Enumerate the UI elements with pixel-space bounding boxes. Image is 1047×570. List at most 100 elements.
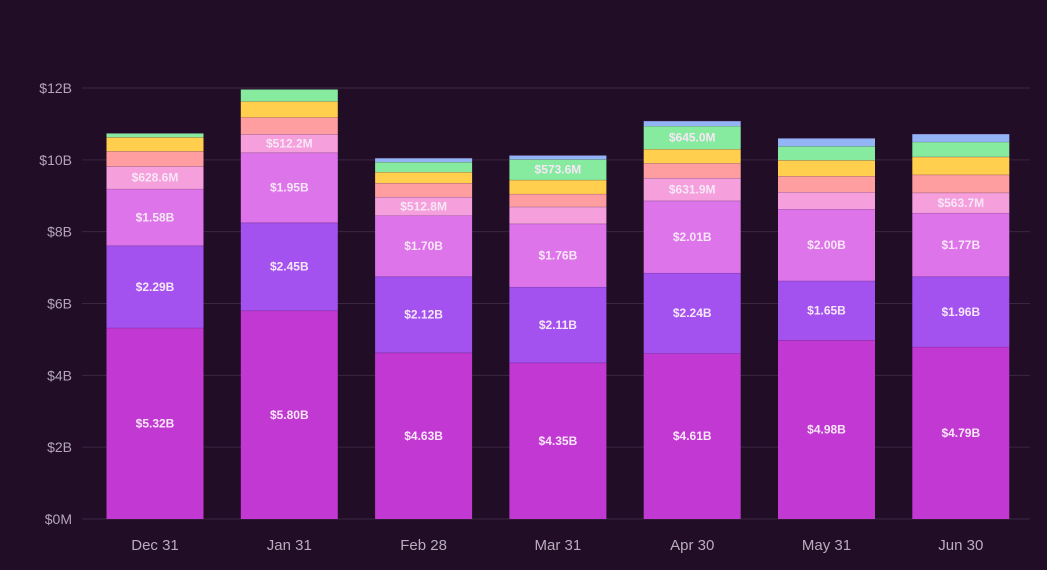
data-label: $563.7M [937, 196, 984, 210]
bar-segment[interactable] [509, 223, 607, 287]
data-label: $512.2M [266, 136, 313, 150]
bar-segment[interactable] [643, 272, 741, 354]
data-label: $2.11B [539, 318, 577, 332]
bar-segment[interactable] [778, 138, 875, 147]
bar-segment[interactable] [106, 327, 204, 519]
bar-segment[interactable] [778, 160, 875, 177]
bar-segment[interactable] [643, 178, 741, 201]
data-label: $4.61B [673, 429, 712, 443]
x-tick-label: May 31 [802, 537, 851, 554]
bar-segment[interactable] [240, 152, 338, 223]
bar-segment[interactable] [912, 156, 1010, 175]
bar-segment[interactable] [375, 172, 473, 184]
x-tick-label: Feb 28 [400, 537, 447, 554]
bar-segment[interactable] [643, 200, 741, 273]
bar-segment[interactable] [509, 155, 607, 160]
bar-segment[interactable] [778, 209, 875, 281]
bar-segment[interactable] [643, 149, 741, 164]
bar-segment[interactable] [643, 120, 741, 127]
bar-segment[interactable] [778, 280, 875, 341]
data-label: $1.76B [539, 248, 578, 262]
y-tick-label: $0M [45, 511, 72, 527]
data-label: $1.65B [807, 304, 846, 318]
data-label: $4.98B [807, 423, 846, 437]
bar-segment[interactable] [509, 362, 607, 519]
data-label: $5.80B [270, 408, 309, 422]
data-label: $1.58B [136, 210, 175, 224]
data-label: $1.70B [404, 239, 443, 253]
bar-segment[interactable] [509, 159, 607, 180]
bar-segment[interactable] [240, 310, 338, 519]
bar-segment[interactable] [912, 212, 1010, 277]
bar-segment[interactable] [643, 126, 741, 150]
bar-segment[interactable] [778, 192, 875, 210]
bar-segment[interactable] [912, 276, 1010, 347]
y-tick-label: $2B [47, 439, 72, 455]
y-tick-label: $10B [39, 152, 72, 168]
data-label: $2.45B [270, 260, 309, 274]
data-label: $5.32B [136, 416, 175, 430]
data-label: $2.12B [404, 308, 443, 322]
bar-segment[interactable] [509, 206, 607, 224]
bars [106, 88, 1010, 519]
axes: $0M $2B $4B $6B $8B $10B $12B Dec 31 Jan 31 Feb 2… [39, 80, 983, 554]
bar-segment[interactable] [375, 162, 473, 173]
data-label: $1.95B [270, 181, 309, 195]
segment-labels: $5.32B $2.29B $1.58B $628.6M $5.80B $2.45B $1.… [132, 131, 985, 448]
data-label: $2.24B [673, 306, 712, 320]
x-tick-label: Jun 30 [938, 537, 983, 554]
bar-segment[interactable] [912, 134, 1010, 142]
bar-segment[interactable] [509, 193, 607, 207]
bar-segment[interactable] [375, 352, 473, 519]
y-tick-label: $12B [39, 80, 72, 96]
bar-segment[interactable] [375, 183, 473, 198]
bar-segment[interactable] [643, 163, 741, 179]
bar-segment[interactable] [912, 174, 1010, 193]
bar-segment[interactable] [912, 346, 1010, 519]
bar-segment[interactable] [106, 151, 204, 167]
bar-segment[interactable] [778, 340, 875, 519]
bar-segment[interactable] [375, 158, 473, 163]
x-tick-label: Mar 31 [535, 537, 582, 554]
bar-segment[interactable] [106, 188, 204, 246]
data-label: $512.8M [400, 199, 447, 213]
bar-segment[interactable] [912, 141, 1010, 157]
data-label: $2.01B [673, 230, 712, 244]
bar-segment[interactable] [106, 137, 204, 152]
data-label: $631.9M [669, 182, 716, 196]
bar-segment[interactable] [375, 276, 473, 353]
data-label: $4.79B [941, 426, 980, 440]
bar-segment[interactable] [778, 176, 875, 193]
data-label: $628.6M [132, 171, 179, 185]
bar-segment[interactable] [778, 146, 875, 161]
bar-segment[interactable] [643, 353, 741, 519]
data-label: $2.29B [136, 280, 175, 294]
bar-segment[interactable] [375, 215, 473, 277]
bar-segment[interactable] [509, 179, 607, 194]
data-label: $4.63B [404, 429, 443, 443]
y-tick-label: $6B [47, 296, 72, 312]
bar-segment[interactable] [509, 286, 607, 363]
bar-segment[interactable] [106, 166, 204, 189]
bar-segment[interactable] [240, 222, 338, 311]
x-tick-label: Apr 30 [670, 537, 714, 554]
data-label: $4.35B [539, 434, 578, 448]
x-tick-label: Jan 31 [267, 537, 312, 554]
bar-segment[interactable] [106, 133, 204, 138]
y-tick-label: $4B [47, 367, 72, 383]
bar-segment[interactable] [375, 197, 473, 216]
bar-segment[interactable] [240, 89, 338, 102]
data-label: $1.77B [941, 238, 980, 252]
bar-segment[interactable] [240, 134, 338, 153]
data-label: $1.96B [941, 305, 980, 319]
bar-segment[interactable] [240, 101, 338, 118]
bar-segment[interactable] [912, 192, 1010, 213]
data-label: $645.0M [669, 131, 716, 145]
bar-segment[interactable] [240, 117, 338, 135]
data-label: $2.00B [807, 238, 846, 252]
data-label: $573.6M [535, 163, 582, 177]
bar-segment[interactable] [106, 245, 204, 328]
y-tick-label: $8B [47, 224, 72, 240]
